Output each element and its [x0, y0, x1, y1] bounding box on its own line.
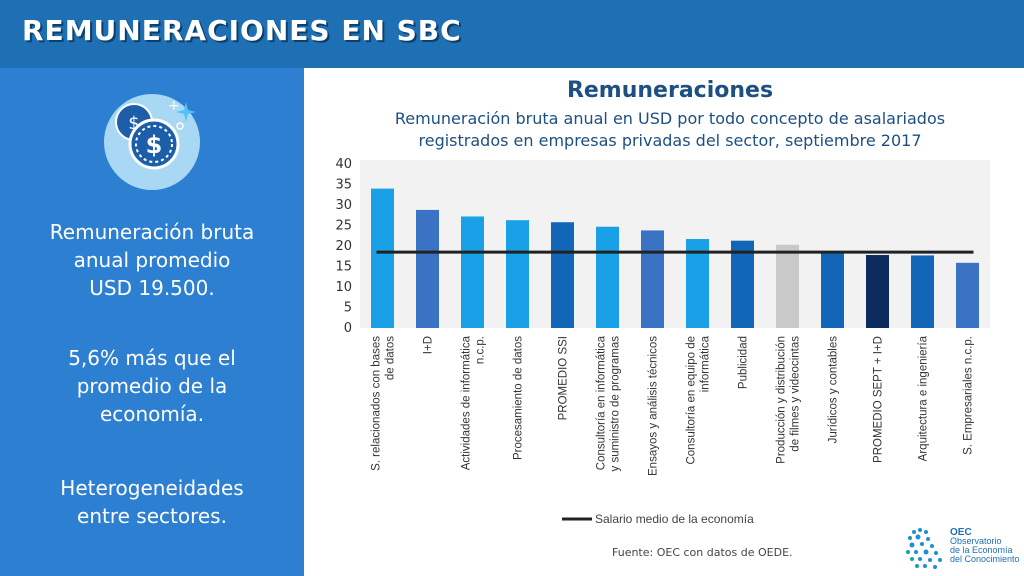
logo-line: de la Economía — [950, 545, 1013, 555]
y-tick-label: 25 — [335, 219, 352, 234]
plot-area — [360, 160, 990, 328]
sidebar-text-heterogeneity: Heterogeneidades entre sectores. — [0, 474, 304, 530]
sidebar-line: Heterogeneidades — [60, 476, 244, 500]
x-tick-label-line: S. relacionados con bases — [371, 336, 383, 471]
bar-chart: 0 5 10 15 20 25 30 35 40 S. relacionados con base… — [335, 157, 990, 526]
sidebar-line: anual promedio — [73, 248, 231, 272]
x-tick-label-line: de datos — [385, 336, 397, 380]
x-tick-label-line: informática — [700, 335, 712, 392]
y-tick-label: 10 — [335, 280, 352, 295]
chart-subtitle-line: Remuneración bruta anual en USD por todo… — [394, 109, 946, 128]
x-tick-label-line: Jurídicos y contables — [828, 336, 840, 444]
bar — [956, 262, 979, 328]
x-tick-label-line: Procesamiento de datos — [513, 336, 525, 460]
x-tick-label: Ensayos y análisis técnicos — [648, 336, 660, 476]
x-tick-label-line: Actividades de informática — [461, 335, 473, 470]
x-tick-label: Procesamiento de datos — [513, 336, 525, 460]
svg-text:$: $ — [146, 131, 163, 159]
chart-subtitle: Remuneración bruta anual en USD por todo… — [320, 108, 1020, 152]
sidebar-line: entre sectores. — [77, 504, 227, 528]
x-tick-label: Publicidad — [738, 336, 750, 389]
header-bar: REMUNERACIONES EN SBC — [0, 0, 1024, 68]
oec-logo-icon — [906, 528, 942, 569]
x-tick-label: Consultoría en informática y suministro d… — [596, 335, 622, 471]
sidebar-text-remuneration: Remuneración bruta anual promedio USD 19… — [0, 218, 304, 302]
x-tick-label-line: Publicidad — [738, 336, 750, 389]
x-tick-label: Jurídicos y contables — [828, 336, 840, 444]
svg-text:+: + — [168, 98, 180, 114]
x-tick-label: Actividades de informática n.c.p. — [461, 335, 487, 470]
bar — [686, 239, 709, 328]
x-tick-label-line: Ensayos y análisis técnicos — [648, 336, 660, 476]
x-tick-label-line: Consultoría en informática — [596, 335, 608, 470]
x-tick-label: Arquitectura e ingeniería — [918, 335, 930, 461]
logo-name: OEC — [950, 527, 972, 538]
y-tick-label: 20 — [335, 239, 352, 254]
bar — [821, 251, 844, 328]
sidebar-text-percentage: 5,6% más que el promedio de la economía. — [0, 344, 304, 428]
dollar-coins-icon: $ $ + — [104, 94, 200, 190]
x-tick-label-line: S. Empresariales n.c.p. — [963, 336, 975, 455]
sidebar-line: economía. — [99, 402, 205, 426]
y-tick-label: 40 — [335, 157, 352, 172]
logo-text: OEC Observatorio de la Economía del Cono… — [950, 528, 1020, 564]
bar — [551, 222, 574, 328]
page-title: REMUNERACIONES EN SBC — [22, 14, 462, 47]
y-tick-label: 35 — [335, 178, 352, 193]
x-tick-label: S. Empresariales n.c.p. — [963, 336, 975, 455]
x-tick-label: I+D — [423, 336, 435, 354]
x-tick-label-line: Producción y distribución — [776, 336, 788, 464]
bar — [911, 255, 934, 328]
legend-label: Salario medio de la economía — [595, 512, 754, 526]
x-tick-label-line: PROMEDIO SSI — [558, 336, 570, 420]
sidebar-line: promedio de la — [76, 374, 228, 398]
bar — [371, 188, 394, 328]
sidebar-line: USD 19.500. — [89, 276, 215, 300]
bar — [731, 240, 754, 328]
logo-line: del Conocimiento — [950, 554, 1020, 564]
x-tick-label-line: I+D — [423, 336, 435, 354]
x-tick-label-line: Arquitectura e ingeniería — [918, 335, 930, 461]
sidebar-panel: $ $ + Remuneración bruta anual promedio … — [0, 68, 304, 576]
y-tick-label: 5 — [344, 301, 352, 316]
bar — [506, 220, 529, 328]
y-tick-label: 15 — [335, 260, 352, 275]
y-tick-label: 0 — [344, 321, 352, 336]
x-tick-label-line: de filmes y videocintas — [790, 336, 802, 452]
bar — [866, 255, 889, 328]
bar — [596, 226, 619, 328]
x-tick-label: PROMEDIO SEPT + I+D — [873, 336, 885, 463]
x-tick-label: Consultoría en equipo de informática — [686, 335, 712, 464]
sidebar-line: 5,6% más que el — [68, 346, 236, 370]
x-tick-label: PROMEDIO SSI — [558, 336, 570, 420]
chart-title: Remuneraciones — [566, 78, 774, 103]
bar — [776, 244, 799, 328]
chart-subtitle-line: registrados en empresas privadas del sec… — [418, 131, 922, 150]
x-tick-label-line: PROMEDIO SEPT + I+D — [873, 336, 885, 463]
bar — [461, 216, 484, 328]
bar — [641, 230, 664, 328]
x-tick-label-line: Consultoría en equipo de — [686, 336, 698, 465]
x-tick-label: S. relacionados con bases de datos — [371, 336, 397, 471]
logo-line: Observatorio — [950, 536, 1002, 546]
bar — [416, 209, 439, 328]
x-tick-label-line: y suministro de programas — [610, 336, 622, 472]
source-note: Fuente: OEC con datos de OEDE. — [612, 546, 793, 559]
x-tick-label-line: n.c.p. — [475, 336, 487, 364]
sidebar-line: Remuneración bruta — [49, 220, 255, 244]
x-tick-label: Producción y distribución de filmes y vid… — [776, 336, 802, 464]
svg-text:$: $ — [128, 113, 139, 134]
y-tick-label: 30 — [335, 198, 352, 213]
